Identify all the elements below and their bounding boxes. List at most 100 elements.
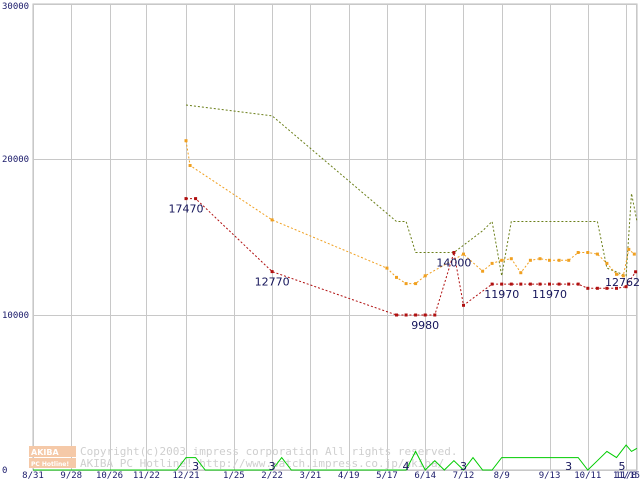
x-tick-label: 8/31 xyxy=(22,471,44,480)
x-tick-label: 4/19 xyxy=(338,471,360,480)
x-tick-label: 11/8 xyxy=(615,471,637,480)
min-price-label: 12770 xyxy=(255,276,290,289)
point-min xyxy=(615,286,618,290)
point-min xyxy=(624,285,628,289)
point-min xyxy=(605,286,609,290)
point-min xyxy=(595,286,599,290)
point-min xyxy=(194,197,198,201)
x-tick-label: 12/21 xyxy=(173,471,200,480)
point-min xyxy=(395,313,398,317)
point-average xyxy=(270,218,274,222)
point-min xyxy=(452,251,456,254)
point-average xyxy=(188,164,192,167)
point-min xyxy=(567,282,571,286)
point-min xyxy=(414,313,418,317)
point-average xyxy=(605,261,609,265)
logo-top-text: AKIBA xyxy=(31,448,59,457)
x-tick-label: 5/17 xyxy=(376,471,398,480)
copyright-watermark: Copyright(c)2003 impress corporation All… xyxy=(80,445,458,458)
point-average xyxy=(567,258,571,262)
point-min xyxy=(548,282,551,286)
point-average xyxy=(528,258,532,262)
point-average xyxy=(404,282,408,286)
y-axis-labels: 0 10000 20000 30000 xyxy=(2,2,29,476)
logo-top-block xyxy=(29,446,76,457)
point-min xyxy=(490,282,494,286)
logo-bottom-block xyxy=(29,458,76,468)
grid xyxy=(32,3,638,471)
point-average xyxy=(557,258,561,262)
shop-count-label: 3 xyxy=(269,460,276,473)
x-tick-label: 10/26 xyxy=(96,471,123,480)
x-tick-label: 1/25 xyxy=(223,471,245,480)
shop-count-labels: 3 3 4 3 3 5 xyxy=(192,460,625,473)
shop-count-label: 3 xyxy=(192,460,199,473)
point-average xyxy=(509,257,513,261)
x-tick-label: 7/12 xyxy=(453,471,475,480)
point-average xyxy=(519,271,523,275)
min-price-label: 12762 xyxy=(605,276,640,289)
point-min xyxy=(557,282,561,286)
x-tick-label: 9/28 xyxy=(60,471,82,480)
x-tick-label: 10/11 xyxy=(574,471,601,480)
point-average xyxy=(595,252,599,256)
x-tick-label: 6/14 xyxy=(414,471,436,480)
point-min xyxy=(270,270,274,274)
point-average xyxy=(462,252,465,256)
point-average xyxy=(586,251,590,254)
point-average xyxy=(395,275,398,279)
min-price-label: 11970 xyxy=(532,288,567,301)
point-min xyxy=(433,313,437,317)
point-min xyxy=(509,282,513,286)
series-line-average xyxy=(185,140,635,285)
data-labels: 17470 12770 9980 14000 11970 11970 12762 xyxy=(169,203,640,332)
x-tick-label: 2/22 xyxy=(261,471,283,480)
point-average xyxy=(548,258,551,262)
akiba-logo: AKIBA PC Hotline! xyxy=(29,446,76,468)
point-average xyxy=(490,261,494,265)
point-min xyxy=(423,313,427,317)
min-price-label: 17470 xyxy=(169,203,204,216)
point-average xyxy=(615,272,618,276)
point-average xyxy=(632,252,636,256)
point-min xyxy=(404,313,408,317)
point-min xyxy=(462,303,465,307)
series-layer xyxy=(33,104,638,471)
point-min xyxy=(586,286,590,290)
point-average xyxy=(481,269,485,273)
point-min xyxy=(634,270,638,274)
x-tick-label: 11/15 xyxy=(613,471,640,480)
shop-count-label: 4 xyxy=(403,460,410,473)
min-price-label: 14000 xyxy=(436,257,471,270)
point-average xyxy=(385,266,389,270)
y-tick-label: 0 xyxy=(2,466,7,476)
point-average xyxy=(538,257,542,261)
x-axis-labels: 8/31 9/28 10/26 11/22 12/21 1/25 2/22 3/21 4/19 5… xyxy=(22,471,640,480)
point-average xyxy=(184,139,188,143)
point-average xyxy=(621,274,625,278)
y-tick-label: 30000 xyxy=(2,2,29,12)
point-average xyxy=(627,247,631,251)
point-average xyxy=(500,258,504,262)
x-tick-label: 8/9 xyxy=(494,471,510,480)
y-tick-label: 10000 xyxy=(2,311,29,321)
point-min xyxy=(576,282,580,286)
point-min xyxy=(500,282,504,286)
series-line-shops xyxy=(33,444,638,471)
point-average xyxy=(414,282,418,286)
point-min xyxy=(528,282,532,286)
series-line-min xyxy=(186,198,637,316)
plot-frame xyxy=(32,3,638,471)
point-min xyxy=(184,197,188,201)
shop-count-label: 3 xyxy=(460,460,467,473)
y-tick-label: 20000 xyxy=(2,155,29,165)
url-watermark: AKIBA PC Hotline! http://www.watch.impre… xyxy=(80,457,444,470)
point-average xyxy=(576,251,580,254)
shop-count-label: 3 xyxy=(565,460,572,473)
point-average xyxy=(423,274,427,278)
min-price-label: 9980 xyxy=(411,319,439,332)
x-tick-label: 11/22 xyxy=(133,471,160,480)
point-min xyxy=(538,282,542,286)
min-price-label: 11970 xyxy=(484,288,519,301)
